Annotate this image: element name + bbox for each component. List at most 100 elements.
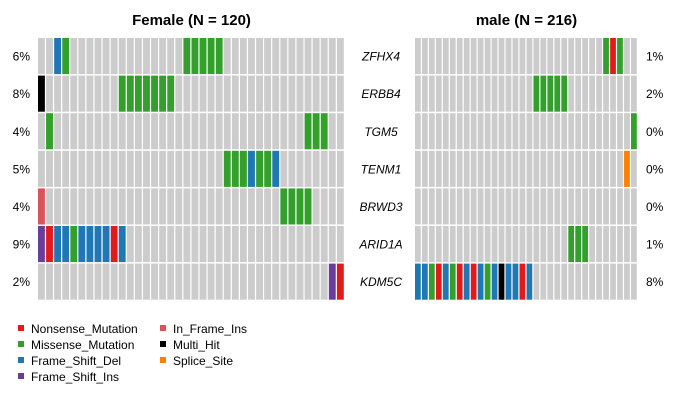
empty-cell — [512, 226, 519, 263]
empty-cell — [428, 38, 435, 75]
empty-cell — [596, 226, 602, 263]
empty-cell — [143, 150, 150, 187]
empty-cell — [442, 150, 449, 187]
empty-cell — [589, 188, 595, 225]
empty-cell — [231, 113, 239, 150]
empty-cell — [582, 150, 589, 187]
mutation-cell — [151, 75, 158, 112]
mutation-cell — [304, 113, 312, 150]
mutation-cell — [239, 150, 247, 187]
empty-cell — [207, 150, 215, 187]
empty-cell — [631, 38, 637, 75]
empty-cell — [561, 38, 568, 75]
empty-cell — [239, 113, 247, 150]
empty-cell — [589, 150, 595, 187]
empty-cell — [248, 188, 255, 225]
mutation-cell — [94, 226, 102, 263]
legend-swatch — [160, 357, 166, 363]
empty-cell — [272, 263, 280, 300]
empty-cell — [199, 226, 207, 263]
empty-cell — [617, 150, 623, 187]
empty-cell — [442, 75, 449, 112]
empty-cell — [215, 75, 223, 112]
percent-label: 6% — [13, 50, 31, 64]
empty-cell — [239, 38, 247, 75]
empty-cell — [191, 263, 199, 300]
empty-cell — [215, 188, 223, 225]
empty-cell — [102, 263, 110, 300]
empty-cell — [183, 226, 191, 263]
empty-cell — [223, 226, 231, 263]
empty-cell — [151, 150, 158, 187]
mutation-cell — [610, 38, 616, 75]
empty-cell — [256, 75, 264, 112]
empty-cell — [428, 75, 435, 112]
empty-cell — [175, 226, 183, 263]
empty-cell — [484, 150, 491, 187]
empty-cell — [336, 226, 344, 263]
empty-cell — [78, 263, 86, 300]
empty-cell — [582, 263, 589, 300]
legend-swatch — [18, 357, 24, 363]
gene-label: ARID1A — [358, 238, 402, 252]
empty-cell — [288, 113, 296, 150]
empty-cell — [239, 226, 247, 263]
empty-cell — [86, 188, 94, 225]
empty-cell — [547, 113, 554, 150]
empty-cell — [280, 263, 288, 300]
empty-cell — [38, 38, 45, 75]
empty-cell — [199, 188, 207, 225]
empty-cell — [328, 113, 336, 150]
empty-cell — [596, 150, 602, 187]
empty-cell — [484, 75, 491, 112]
empty-cell — [78, 113, 86, 150]
empty-cell — [70, 188, 78, 225]
empty-cell — [477, 113, 484, 150]
empty-cell — [328, 226, 336, 263]
empty-cell — [118, 113, 126, 150]
empty-cell — [143, 38, 150, 75]
empty-cell — [519, 113, 526, 150]
empty-cell — [505, 113, 512, 150]
mutation-cell — [167, 75, 175, 112]
empty-cell — [264, 188, 272, 225]
empty-cell — [231, 38, 239, 75]
empty-cell — [199, 113, 207, 150]
empty-cell — [167, 263, 175, 300]
empty-cell — [256, 38, 264, 75]
mutation-cell — [328, 263, 336, 300]
empty-cell — [86, 263, 94, 300]
empty-cell — [603, 263, 609, 300]
empty-cell — [533, 226, 540, 263]
empty-cell — [280, 38, 288, 75]
mutation-cell — [78, 226, 86, 263]
mutation-cell — [38, 226, 45, 263]
empty-cell — [94, 38, 102, 75]
empty-cell — [526, 188, 533, 225]
empty-cell — [183, 188, 191, 225]
empty-cell — [415, 150, 421, 187]
mutation-cell — [568, 226, 575, 263]
empty-cell — [554, 226, 561, 263]
empty-cell — [288, 263, 296, 300]
empty-cell — [582, 38, 589, 75]
empty-cell — [143, 113, 150, 150]
empty-cell — [477, 75, 484, 112]
empty-cell — [526, 113, 533, 150]
empty-cell — [231, 75, 239, 112]
panel-1: male (N = 216) 1% 2% 0% 0% 0% 1% 8% — [415, 12, 664, 300]
empty-cell — [328, 188, 336, 225]
empty-cell — [288, 75, 296, 112]
empty-cell — [54, 188, 62, 225]
empty-cell — [610, 150, 616, 187]
empty-cell — [463, 38, 470, 75]
empty-cell — [428, 188, 435, 225]
empty-cell — [533, 188, 540, 225]
empty-cell — [596, 38, 602, 75]
legend-label: Missense_Mutation — [31, 338, 134, 352]
empty-cell — [547, 150, 554, 187]
empty-cell — [526, 226, 533, 263]
empty-cell — [456, 188, 463, 225]
empty-cell — [272, 113, 280, 150]
